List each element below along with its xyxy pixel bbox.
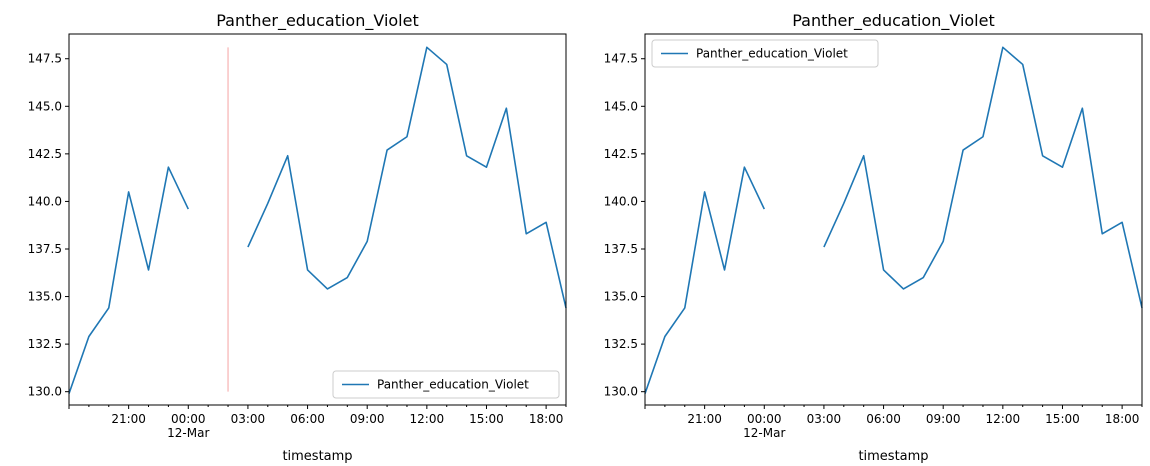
x-tick-label: 21:00 — [687, 412, 722, 426]
x-tick-label: 12:00 — [410, 412, 445, 426]
legend: Panther_education_Violet — [332, 370, 560, 399]
x-tick-label: 12:00 — [986, 412, 1021, 426]
x-tick-label: 15:00 — [1045, 412, 1080, 426]
plot-frame — [644, 33, 1143, 406]
x-tick-label: 21:00 — [111, 412, 146, 426]
y-tick-label: 135.0 — [604, 290, 638, 304]
x-tick-label: 18:00 — [1105, 412, 1140, 426]
y-tick-label: 137.5 — [604, 242, 638, 256]
y-tick-label: 142.5 — [604, 147, 638, 161]
y-tick-label: 145.0 — [28, 99, 62, 113]
y-tick-label: 130.0 — [28, 385, 62, 399]
y-tick-label: 132.5 — [604, 337, 638, 351]
y-tick-label: 140.0 — [28, 194, 62, 208]
y-tick-label: 137.5 — [28, 242, 62, 256]
legend-box — [332, 370, 560, 399]
x-tick-label: 03:00 — [231, 412, 266, 426]
x-tick-label: 15:00 — [469, 412, 504, 426]
y-tick-label: 132.5 — [28, 337, 62, 351]
series-line — [644, 46, 1143, 394]
x-tick-label: 00:00 12-Mar — [743, 412, 785, 440]
plot-frame — [68, 33, 567, 406]
y-tick-label: 135.0 — [28, 290, 62, 304]
chart-2: Panther_education_Violet 130.0 132.5 135.0 1… — [604, 11, 1143, 464]
legend: Panther_education_Violet — [651, 39, 879, 68]
chart-title: Panther_education_Violet — [792, 11, 995, 31]
x-axis-label: timestamp — [858, 449, 928, 464]
x-tick-label: 03:00 — [807, 412, 842, 426]
legend-label: Panther_education_Violet — [696, 47, 848, 61]
x-axis-label: timestamp — [282, 449, 352, 464]
x-tick-label: 06:00 — [866, 412, 901, 426]
series-line — [68, 46, 567, 394]
x-tick-label: 06:00 — [290, 412, 325, 426]
y-tick-label: 147.5 — [604, 52, 638, 66]
legend-box — [651, 39, 879, 68]
x-tick-label: 09:00 — [926, 412, 961, 426]
y-tick-label: 145.0 — [604, 99, 638, 113]
x-tick-label: 09:00 — [350, 412, 385, 426]
legend-label: Panther_education_Violet — [377, 378, 529, 392]
x-tick-label: 00:00 12-Mar — [167, 412, 209, 440]
y-tick-label: 142.5 — [28, 147, 62, 161]
y-tick-label: 147.5 — [28, 52, 62, 66]
y-tick-label: 140.0 — [604, 194, 638, 208]
y-tick-label: 130.0 — [604, 385, 638, 399]
chart-title: Panther_education_Violet — [216, 11, 419, 31]
chart-1: Panther_education_Violet 130.0 132.5 135.0 1… — [28, 11, 567, 464]
x-tick-label: 18:00 — [529, 412, 564, 426]
